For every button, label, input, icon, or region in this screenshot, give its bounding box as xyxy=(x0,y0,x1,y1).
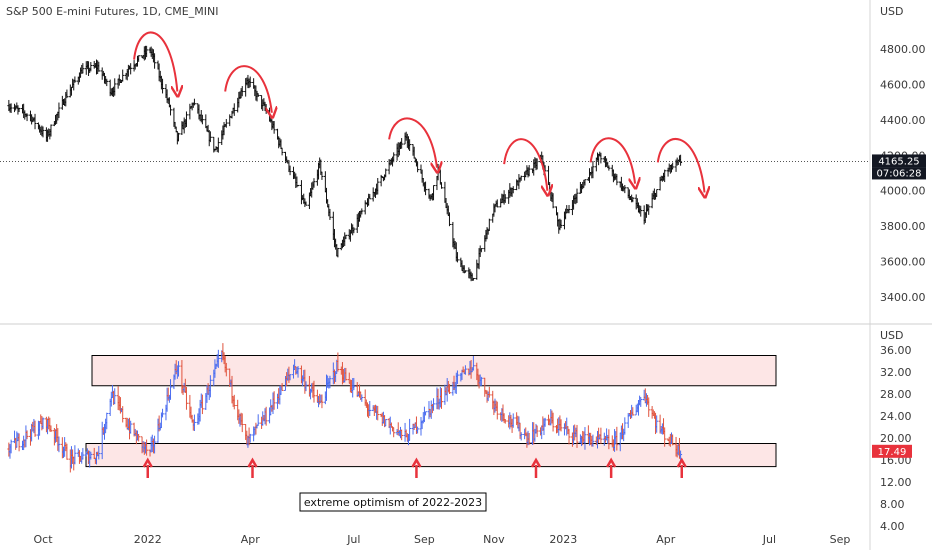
time-axis[interactable]: Oct 2022 Apr Jul Sep Nov 2023 Apr Jul Sep xyxy=(33,533,850,546)
upper-currency-label: USD xyxy=(880,5,904,18)
time-tick-label: Jul xyxy=(346,533,360,546)
lower-pane-zones xyxy=(85,355,777,468)
time-tick-label: Apr xyxy=(241,533,261,546)
time-tick-label: 2023 xyxy=(549,533,577,546)
lower-price-axis[interactable]: 36.0032.0028.0024.0020.0016.0012.008.004… xyxy=(880,344,912,533)
time-tick-label: Sep xyxy=(414,533,435,546)
upper-y-tick-label: 3800.00 xyxy=(880,220,926,233)
last-price-value: 4165.25 xyxy=(878,156,919,167)
lower-y-tick-label: 24.00 xyxy=(880,410,912,423)
up-arrow-marker-head xyxy=(247,457,258,468)
lower-pane-up-markers xyxy=(142,457,687,478)
up-arrow-marker-head xyxy=(530,457,542,468)
upper-y-tick-label: 3400.00 xyxy=(880,291,926,304)
lower-y-tick-label: 36.00 xyxy=(880,344,912,357)
upper-y-tick-label: 4400.00 xyxy=(880,114,926,127)
lower-y-tick-label: 8.00 xyxy=(880,498,905,511)
up-arrow-marker-head xyxy=(606,457,617,468)
upper-y-tick-label: 4800.00 xyxy=(880,43,926,56)
arc-arrow xyxy=(503,138,547,191)
arc-arrow xyxy=(589,137,635,183)
up-arrow-marker-head xyxy=(142,457,153,468)
time-tick-label: 2022 xyxy=(134,533,162,546)
time-tick-label: Apr xyxy=(656,533,676,546)
lower-y-tick-label: 28.00 xyxy=(880,388,912,401)
annotation-note: extreme optimism of 2022-2023 xyxy=(299,492,487,512)
up-arrow-marker-head xyxy=(411,457,422,468)
up-arrow-marker-head xyxy=(676,457,687,468)
arc-arrow xyxy=(656,138,705,192)
upper-pane-price-bars xyxy=(7,45,683,282)
lower-y-tick-label: 32.00 xyxy=(880,366,912,379)
time-tick-label: Oct xyxy=(33,533,53,546)
time-tick-label: Jul xyxy=(762,533,776,546)
annotation-note-text: extreme optimism of 2022-2023 xyxy=(304,496,482,509)
time-tick-label: Nov xyxy=(483,533,505,546)
arc-arrow xyxy=(388,117,437,167)
lower-y-tick-label: 4.00 xyxy=(880,520,905,533)
time-tick-label: Sep xyxy=(830,533,851,546)
sentiment-zone xyxy=(85,443,777,468)
upper-y-tick-label: 3600.00 xyxy=(880,256,926,269)
chart-title: S&P 500 E-mini Futures, 1D, CME_MINI xyxy=(6,5,218,18)
lower-y-tick-label: 12.00 xyxy=(880,476,912,489)
lower-y-tick-label: 20.00 xyxy=(880,432,912,445)
arc-arrow xyxy=(133,31,177,91)
upper-y-tick-label: 4000.00 xyxy=(880,185,926,198)
lower-currency-label: USD xyxy=(880,329,904,342)
sentiment-zone xyxy=(91,355,777,387)
upper-y-tick-label: 4600.00 xyxy=(880,78,926,91)
upper-pane-arc-arrows xyxy=(133,31,705,192)
lower-last-price-badge: 17.49 xyxy=(872,444,912,458)
bar-countdown: 07:06:28 xyxy=(877,168,922,179)
lower-last-price-value: 17.49 xyxy=(878,447,907,458)
last-price-badge: 4165.25 07:06:28 xyxy=(872,154,926,180)
lower-pane-price-bars xyxy=(7,343,683,473)
arc-arrow xyxy=(224,65,272,113)
